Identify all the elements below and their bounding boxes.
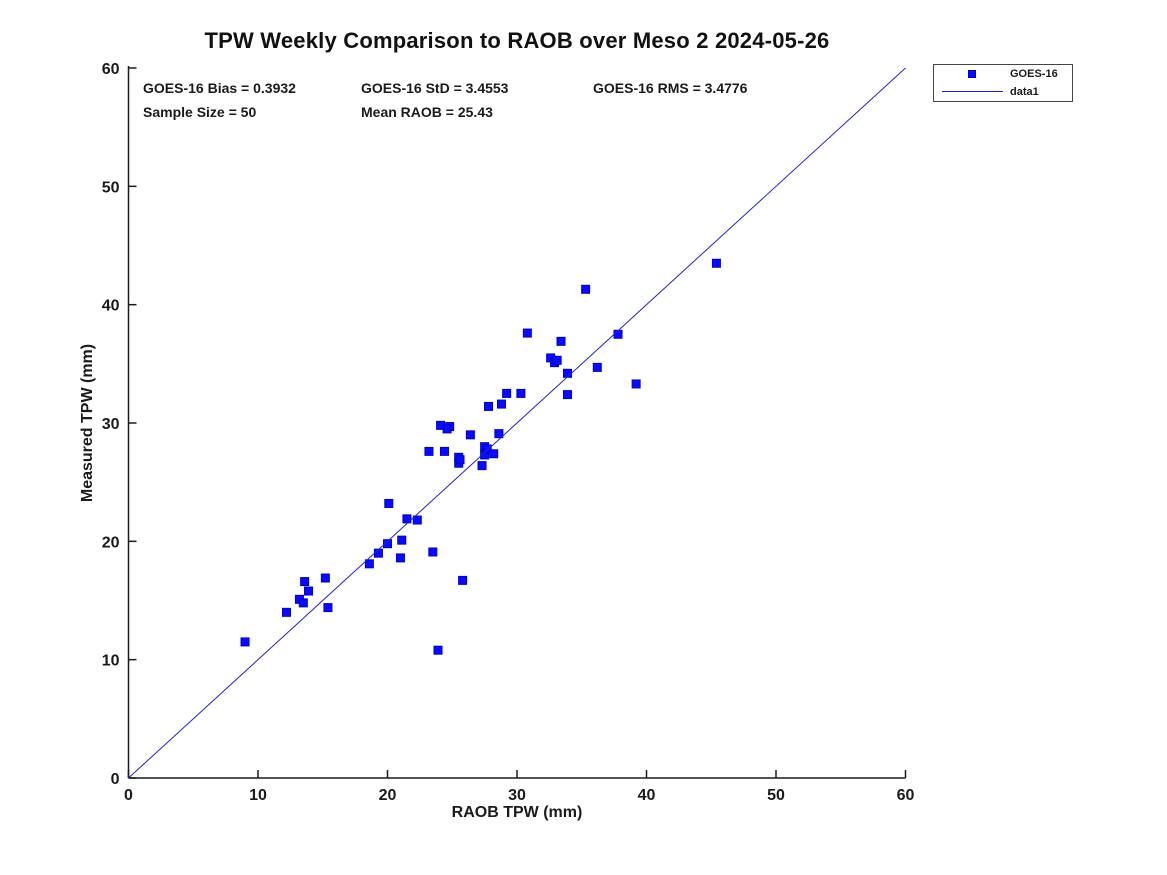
scatter-point: [613, 329, 623, 339]
scatter-point: [240, 637, 250, 647]
x-axis-label: RAOB TPW (mm): [451, 804, 583, 821]
scatter-point: [428, 547, 438, 557]
legend-line-swatch: [942, 91, 1003, 92]
y-axis-label: Measured TPW (mm): [79, 343, 96, 503]
scatter-point: [383, 539, 392, 549]
scatter-point: [522, 328, 532, 338]
scatter-point: [323, 603, 333, 613]
scatter-point: [556, 336, 566, 346]
scatter-point: [373, 548, 383, 558]
scatter-point: [424, 446, 434, 456]
scatter-point: [482, 444, 492, 454]
x-tick-label: 50: [767, 787, 785, 804]
scatter-point: [465, 430, 475, 440]
scatter-point: [563, 390, 573, 400]
scatter-point: [477, 461, 487, 471]
x-tick-label: 30: [508, 787, 526, 804]
identity-line: [128, 67, 906, 779]
legend-entry-goes16: GOES-16: [934, 65, 1072, 84]
scatter-point: [439, 446, 449, 456]
scatter-point: [494, 429, 504, 439]
legend-box: GOES-16 data1: [933, 64, 1073, 102]
scatter-point: [458, 575, 468, 585]
scatter-point: [384, 498, 394, 508]
chart-title: TPW Weekly Comparison to RAOB over Meso …: [204, 28, 830, 53]
scatter-point: [552, 355, 562, 365]
scatter-point: [433, 645, 443, 655]
scatter-point: [402, 514, 412, 524]
scatter-point: [631, 379, 641, 389]
scatter-point: [395, 553, 405, 563]
stat-rms: GOES-16 RMS = 3.4776: [593, 80, 748, 96]
scatter-point: [320, 573, 330, 583]
scatter-point: [442, 424, 452, 434]
scatter-point: [300, 577, 310, 587]
y-tick-label: 60: [102, 61, 120, 78]
scatter-point: [364, 559, 374, 569]
scatter-point: [563, 368, 573, 378]
scatter-point: [489, 449, 499, 459]
stat-mean-raob: Mean RAOB = 25.43: [361, 104, 493, 120]
scatter-point: [304, 586, 314, 596]
y-tick-label: 30: [102, 416, 120, 433]
scatter-point: [592, 362, 602, 372]
scatter-point: [496, 399, 506, 409]
y-tick-label: 40: [102, 298, 120, 315]
y-tick-label: 50: [102, 179, 120, 196]
legend-entry-label: data1: [1010, 86, 1039, 98]
scatter-point: [711, 258, 721, 268]
y-tick-label: 20: [102, 534, 120, 551]
scatter-point: [484, 401, 494, 411]
scatter-point: [581, 284, 591, 294]
stat-std: GOES-16 StD = 3.4553: [361, 80, 509, 96]
x-tick-label: 0: [124, 787, 133, 804]
stat-sample-size: Sample Size = 50: [143, 104, 257, 120]
scatter-point: [397, 535, 407, 545]
y-tick-label: 0: [111, 771, 120, 788]
scatter-point: [455, 455, 465, 465]
legend-marker-swatch: [968, 70, 976, 78]
scatter-point: [412, 515, 422, 525]
scatter-point: [281, 607, 291, 617]
stat-bias: GOES-16 Bias = 0.3932: [143, 80, 296, 96]
x-tick-label: 10: [249, 787, 267, 804]
x-tick-label: 40: [638, 787, 656, 804]
scatter-point: [298, 598, 308, 608]
y-tick-label: 10: [102, 653, 120, 670]
x-tick-label: 20: [379, 787, 397, 804]
legend-entry-label: GOES-16: [1010, 68, 1058, 80]
legend-entry-data1: data1: [934, 83, 1072, 102]
scatter-point: [516, 388, 526, 398]
x-tick-label: 60: [897, 787, 915, 804]
scatter-point: [502, 388, 512, 398]
